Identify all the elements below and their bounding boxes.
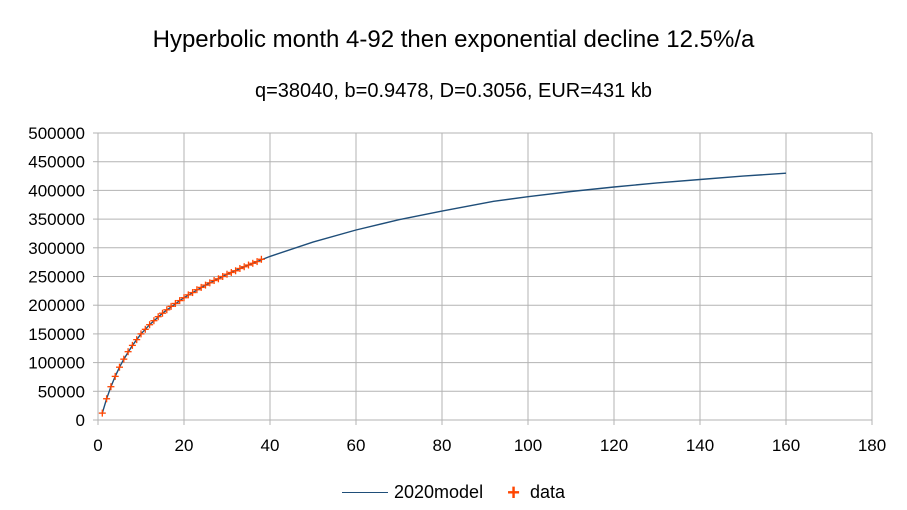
x-tick-label: 180 xyxy=(858,436,886,455)
data-point xyxy=(171,299,179,307)
data-point xyxy=(167,302,175,310)
data-point xyxy=(103,395,111,403)
data-point xyxy=(249,259,257,267)
y-tick-label: 450000 xyxy=(28,153,85,172)
data-point xyxy=(219,273,227,280)
data-point xyxy=(189,289,197,297)
data-point xyxy=(141,325,149,333)
data-point xyxy=(176,297,184,305)
data-point xyxy=(111,372,119,380)
data-point xyxy=(184,291,192,299)
data-point xyxy=(163,306,171,314)
legend-item-model: 2020model xyxy=(342,482,483,503)
data-point xyxy=(150,317,158,325)
series xyxy=(98,172,787,417)
data-point xyxy=(227,268,235,276)
x-tick-label: 40 xyxy=(261,436,280,455)
y-tick-label: 200000 xyxy=(28,296,85,315)
y-tick-label: 0 xyxy=(76,411,85,430)
data-point xyxy=(124,348,132,356)
x-tick-label: 120 xyxy=(600,436,628,455)
series-line-2020model xyxy=(101,172,787,414)
data-point xyxy=(116,363,123,371)
data-point xyxy=(193,286,201,294)
data-point xyxy=(154,313,162,321)
data-point xyxy=(137,330,145,338)
data-point xyxy=(128,341,136,349)
data-point xyxy=(240,263,248,271)
data-point xyxy=(245,261,252,269)
chart-subtitle: q=38040, b=0.9478, D=0.3056, EUR=431 kb xyxy=(255,80,652,102)
x-tick-label: 100 xyxy=(514,436,542,455)
data-point xyxy=(206,279,214,287)
legend-line-swatch xyxy=(342,492,388,493)
x-tick-label: 0 xyxy=(93,436,102,455)
data-point xyxy=(180,294,188,302)
axes xyxy=(93,132,873,425)
y-tick-label: 300000 xyxy=(28,239,85,258)
data-point xyxy=(202,281,209,289)
y-tick-label: 50000 xyxy=(38,382,85,401)
y-tick-label: 400000 xyxy=(28,181,85,200)
x-tick-label: 20 xyxy=(175,436,194,455)
data-point xyxy=(107,383,115,391)
data-point xyxy=(120,355,128,363)
y-tick-label: 350000 xyxy=(28,210,85,229)
data-point xyxy=(98,409,106,417)
gridlines xyxy=(97,132,873,421)
y-tick-label: 500000 xyxy=(28,124,85,143)
legend-item-data: + data xyxy=(507,479,565,505)
chart-title: Hyperbolic month 4-92 then exponential d… xyxy=(152,26,755,53)
y-tick-label: 100000 xyxy=(28,354,85,373)
legend-label-model: 2020model xyxy=(394,482,484,502)
x-tick-label: 160 xyxy=(772,436,800,455)
x-tick-label: 140 xyxy=(686,436,714,455)
plus-marker-icon: + xyxy=(507,479,520,505)
data-point xyxy=(210,277,218,285)
data-point xyxy=(223,270,231,278)
data-point xyxy=(159,309,166,317)
tick-labels: 0 50000 100000 150000 200000 250000 300000 3500… xyxy=(28,124,886,455)
x-tick-label: 60 xyxy=(347,436,366,455)
data-point xyxy=(253,258,261,266)
x-tick-label: 80 xyxy=(433,436,452,455)
data-point xyxy=(133,336,141,344)
data-point xyxy=(257,255,265,263)
data-point xyxy=(232,267,240,275)
y-tick-label: 150000 xyxy=(28,325,85,344)
data-point xyxy=(214,275,222,283)
data-point xyxy=(236,264,244,272)
data-point xyxy=(197,283,205,291)
y-tick-label: 250000 xyxy=(28,268,85,287)
legend-label-data: data xyxy=(529,482,565,502)
data-point xyxy=(146,321,154,329)
legend: 2020model + data xyxy=(0,479,907,505)
